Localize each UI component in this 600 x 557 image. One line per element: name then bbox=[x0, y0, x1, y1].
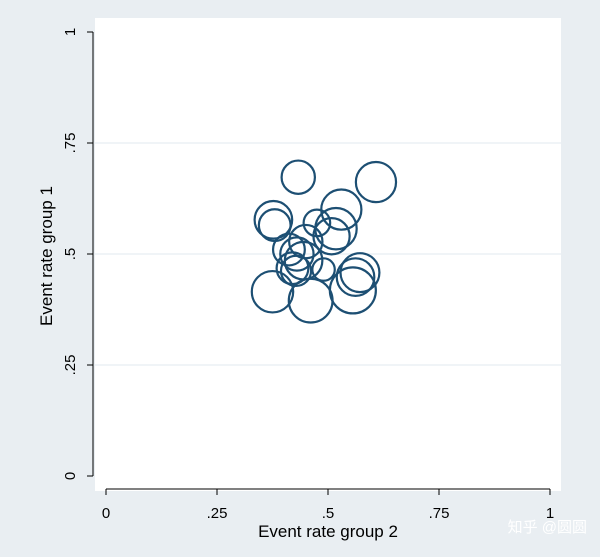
data-point-7 bbox=[312, 217, 351, 256]
y-tick-label-3: .75 bbox=[62, 133, 79, 154]
data-point-17 bbox=[250, 269, 295, 314]
data-point-0 bbox=[280, 159, 317, 195]
y-tick-label-1: .25 bbox=[62, 355, 79, 376]
data-point-1 bbox=[354, 160, 398, 204]
y-tick-label-4: 1 bbox=[62, 28, 79, 36]
data-point-15 bbox=[339, 252, 381, 294]
x-tick-label-3: .75 bbox=[429, 505, 450, 522]
data-point-14 bbox=[311, 257, 336, 282]
watermark-text: 知乎 @圆圆 bbox=[508, 519, 587, 536]
y-tick-label-0: 0 bbox=[62, 472, 79, 480]
x-axis-title: Event rate group 2 bbox=[258, 522, 398, 541]
data-point-13 bbox=[279, 254, 313, 288]
data-point-16 bbox=[335, 257, 376, 297]
x-tick-label-0: 0 bbox=[102, 505, 110, 522]
x-tick-label-4: 1 bbox=[546, 505, 554, 522]
data-point-10 bbox=[279, 236, 315, 272]
data-points bbox=[250, 159, 398, 324]
data-point-9 bbox=[271, 232, 306, 267]
data-point-19 bbox=[287, 277, 334, 324]
y-tick-label-2: .5 bbox=[62, 248, 79, 261]
x-tick-label-2: .5 bbox=[322, 505, 335, 522]
x-tick-label-1: .25 bbox=[207, 505, 228, 522]
y-axis-title: Event rate group 1 bbox=[37, 186, 56, 326]
data-point-3 bbox=[253, 199, 294, 240]
axes: 0 .25 .5 .75 1 0 .25 .5 .75 1 bbox=[62, 28, 554, 522]
